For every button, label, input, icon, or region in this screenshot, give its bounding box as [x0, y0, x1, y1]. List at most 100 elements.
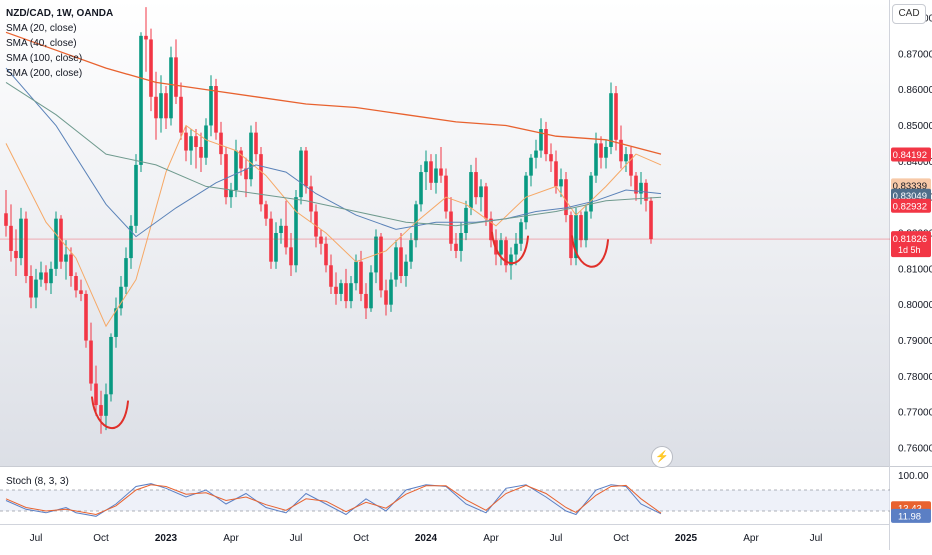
candle-body: [84, 293, 88, 341]
candle-body: [29, 276, 33, 298]
candle-body: [409, 240, 413, 262]
candle-body: [454, 243, 458, 251]
price-tick-label: 0.78000: [898, 372, 932, 383]
candle-body: [174, 57, 178, 97]
tag-sma100-text: 0.83049: [893, 191, 927, 202]
candle-body: [39, 272, 43, 280]
candle-body: [594, 143, 598, 176]
candle-body: [554, 161, 558, 187]
candle-body: [239, 150, 243, 169]
candle-body: [574, 215, 578, 259]
indicator-sma40[interactable]: SMA (40, close): [6, 38, 77, 49]
candle-body: [379, 236, 383, 291]
bottom-annotation-arc: [491, 231, 529, 265]
candle-body: [54, 218, 58, 269]
candle-body: [584, 211, 588, 241]
candle-body: [189, 136, 193, 151]
candle-body: [619, 139, 623, 162]
candle-body: [434, 168, 438, 183]
candle-body: [194, 136, 198, 147]
candle-body: [154, 96, 158, 119]
candle-body: [404, 261, 408, 277]
candle-body: [579, 215, 583, 241]
candle-body: [344, 283, 348, 302]
candle-body: [274, 233, 278, 262]
indicator-sma20[interactable]: SMA (20, close): [6, 23, 77, 34]
candle-body: [319, 236, 323, 244]
time-tick-label: Apr: [483, 533, 499, 544]
candles-layer: [0, 7, 890, 434]
tag-sma20: [891, 147, 931, 162]
candle-body: [549, 154, 553, 162]
candle-body: [309, 186, 313, 212]
time-tick-label: Jul: [810, 533, 823, 544]
candle-body: [364, 293, 368, 309]
candle-body: [469, 172, 473, 208]
lightning-icon[interactable]: ⚡: [651, 446, 673, 468]
price-tick-label: 0.80000: [898, 300, 932, 311]
tag-sma200-text: 0.82932: [893, 201, 927, 212]
candle-body: [439, 168, 443, 176]
candle-body: [314, 211, 318, 237]
candle-body: [334, 286, 338, 294]
stoch-k-line: [5, 483, 662, 517]
sma-line-2: [5, 67, 662, 238]
candle-body: [24, 218, 28, 277]
candle-body: [604, 146, 608, 158]
candle-body: [294, 197, 298, 266]
time-tick-label: Oct: [353, 533, 369, 544]
candle-body: [74, 276, 78, 291]
candle-body: [429, 161, 433, 183]
candle-body: [529, 157, 533, 176]
candle-body: [509, 254, 513, 266]
candle-body: [169, 57, 173, 119]
candle-body: [119, 286, 123, 309]
time-axis[interactable]: Jul Oct 2023 Apr Jul Oct 2024 Apr Jul Oct 2025 Apr J…: [30, 533, 823, 544]
time-tick-label: 2025: [675, 533, 698, 544]
price-tick-label: 0.86000: [898, 85, 932, 96]
candle-body: [459, 233, 463, 251]
candle-body: [399, 247, 403, 277]
candle-body: [134, 164, 138, 226]
symbol-title[interactable]: NZD/CAD, 1W, OANDA: [6, 8, 114, 19]
tag-sma40-text: 0.83339: [893, 181, 927, 192]
price-pane-background: [0, 0, 890, 466]
time-tick-label: Apr: [223, 533, 239, 544]
candle-body: [424, 161, 428, 173]
time-tick-label: Jul: [550, 533, 563, 544]
candle-body: [209, 86, 213, 126]
candle-body: [324, 243, 328, 266]
candle-body: [339, 283, 343, 294]
time-tick-label: 2024: [415, 533, 438, 544]
tag-stoch-d: [891, 508, 931, 523]
indicator-sma100[interactable]: SMA (100, close): [6, 53, 83, 64]
stoch-d-line: [5, 484, 662, 516]
candle-body: [479, 186, 483, 198]
candle-body: [609, 93, 613, 147]
chart-legend[interactable]: NZD/CAD, 1W, OANDA SMA (20, close) SMA (…: [6, 6, 113, 81]
bottom-annotation-arc: [571, 235, 609, 268]
currency-button[interactable]: CAD: [892, 4, 926, 24]
candle-body: [449, 211, 453, 244]
time-tick-label: Jul: [30, 533, 43, 544]
candle-body: [264, 204, 268, 219]
candle-body: [104, 394, 108, 416]
candle-body: [484, 186, 488, 219]
candle-body: [544, 129, 548, 155]
candle-body: [34, 279, 38, 298]
candle-body: [269, 218, 273, 262]
stoch-indicator-label[interactable]: Stoch (8, 3, 3): [6, 476, 69, 487]
price-tick-label: 0.87000: [898, 49, 932, 60]
candle-body: [499, 240, 503, 255]
candle-body: [79, 290, 83, 294]
price-tick-label: 0.77000: [898, 408, 932, 419]
candle-body: [419, 172, 423, 205]
candle-body: [649, 200, 653, 240]
indicator-sma200[interactable]: SMA (200, close): [6, 68, 83, 79]
price-tick-label: 0.76000: [898, 444, 932, 455]
candle-body: [199, 146, 203, 158]
time-tick-label: Jul: [290, 533, 303, 544]
